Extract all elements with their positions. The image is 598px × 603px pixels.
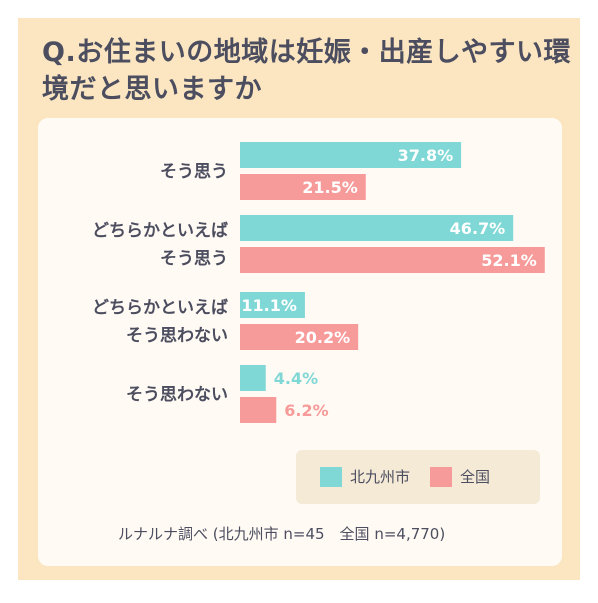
bar-kitakyushu	[240, 292, 305, 318]
bar-national	[240, 324, 359, 350]
category-label: どちらかといえば	[92, 221, 228, 241]
bar-national	[240, 247, 545, 273]
data-label: 37.8%	[398, 146, 454, 165]
chart-title: Q.お住まいの地域は妊娠・出産しやすい環境だと思いますか	[42, 37, 571, 105]
data-label: 52.1%	[481, 251, 537, 270]
legend-label-kitakyushu: 北九州市	[350, 468, 411, 486]
data-label: 11.1%	[241, 296, 297, 315]
data-label: 20.2%	[295, 328, 351, 347]
bar-kitakyushu	[240, 215, 514, 241]
bar-kitakyushu	[240, 365, 266, 391]
bar-kitakyushu	[240, 142, 462, 168]
category-label: そう思わない	[126, 385, 228, 405]
category-label: そう思う	[160, 249, 228, 269]
data-label: 4.4%	[274, 369, 318, 388]
legend: 北九州市 全国	[296, 450, 540, 504]
category-label: そう思わない	[126, 326, 228, 346]
data-label: 21.5%	[302, 178, 358, 197]
data-label: 6.2%	[284, 401, 328, 420]
legend-swatch-kitakyushu	[320, 467, 342, 487]
bar-national	[240, 397, 277, 423]
source-note: ルナルナ調べ (北九州市 n=45 全国 n=4,770)	[118, 525, 446, 543]
bar-national	[240, 174, 366, 200]
legend-item-kitakyushu: 北九州市	[320, 467, 410, 487]
data-label: 46.7%	[450, 219, 506, 238]
legend-label-national: 全国	[460, 468, 491, 486]
category-label: そう思う	[160, 162, 228, 182]
legend-item-national: 全国	[430, 467, 490, 487]
category-label: どちらかといえば	[92, 298, 228, 318]
legend-swatch-national	[430, 467, 452, 487]
